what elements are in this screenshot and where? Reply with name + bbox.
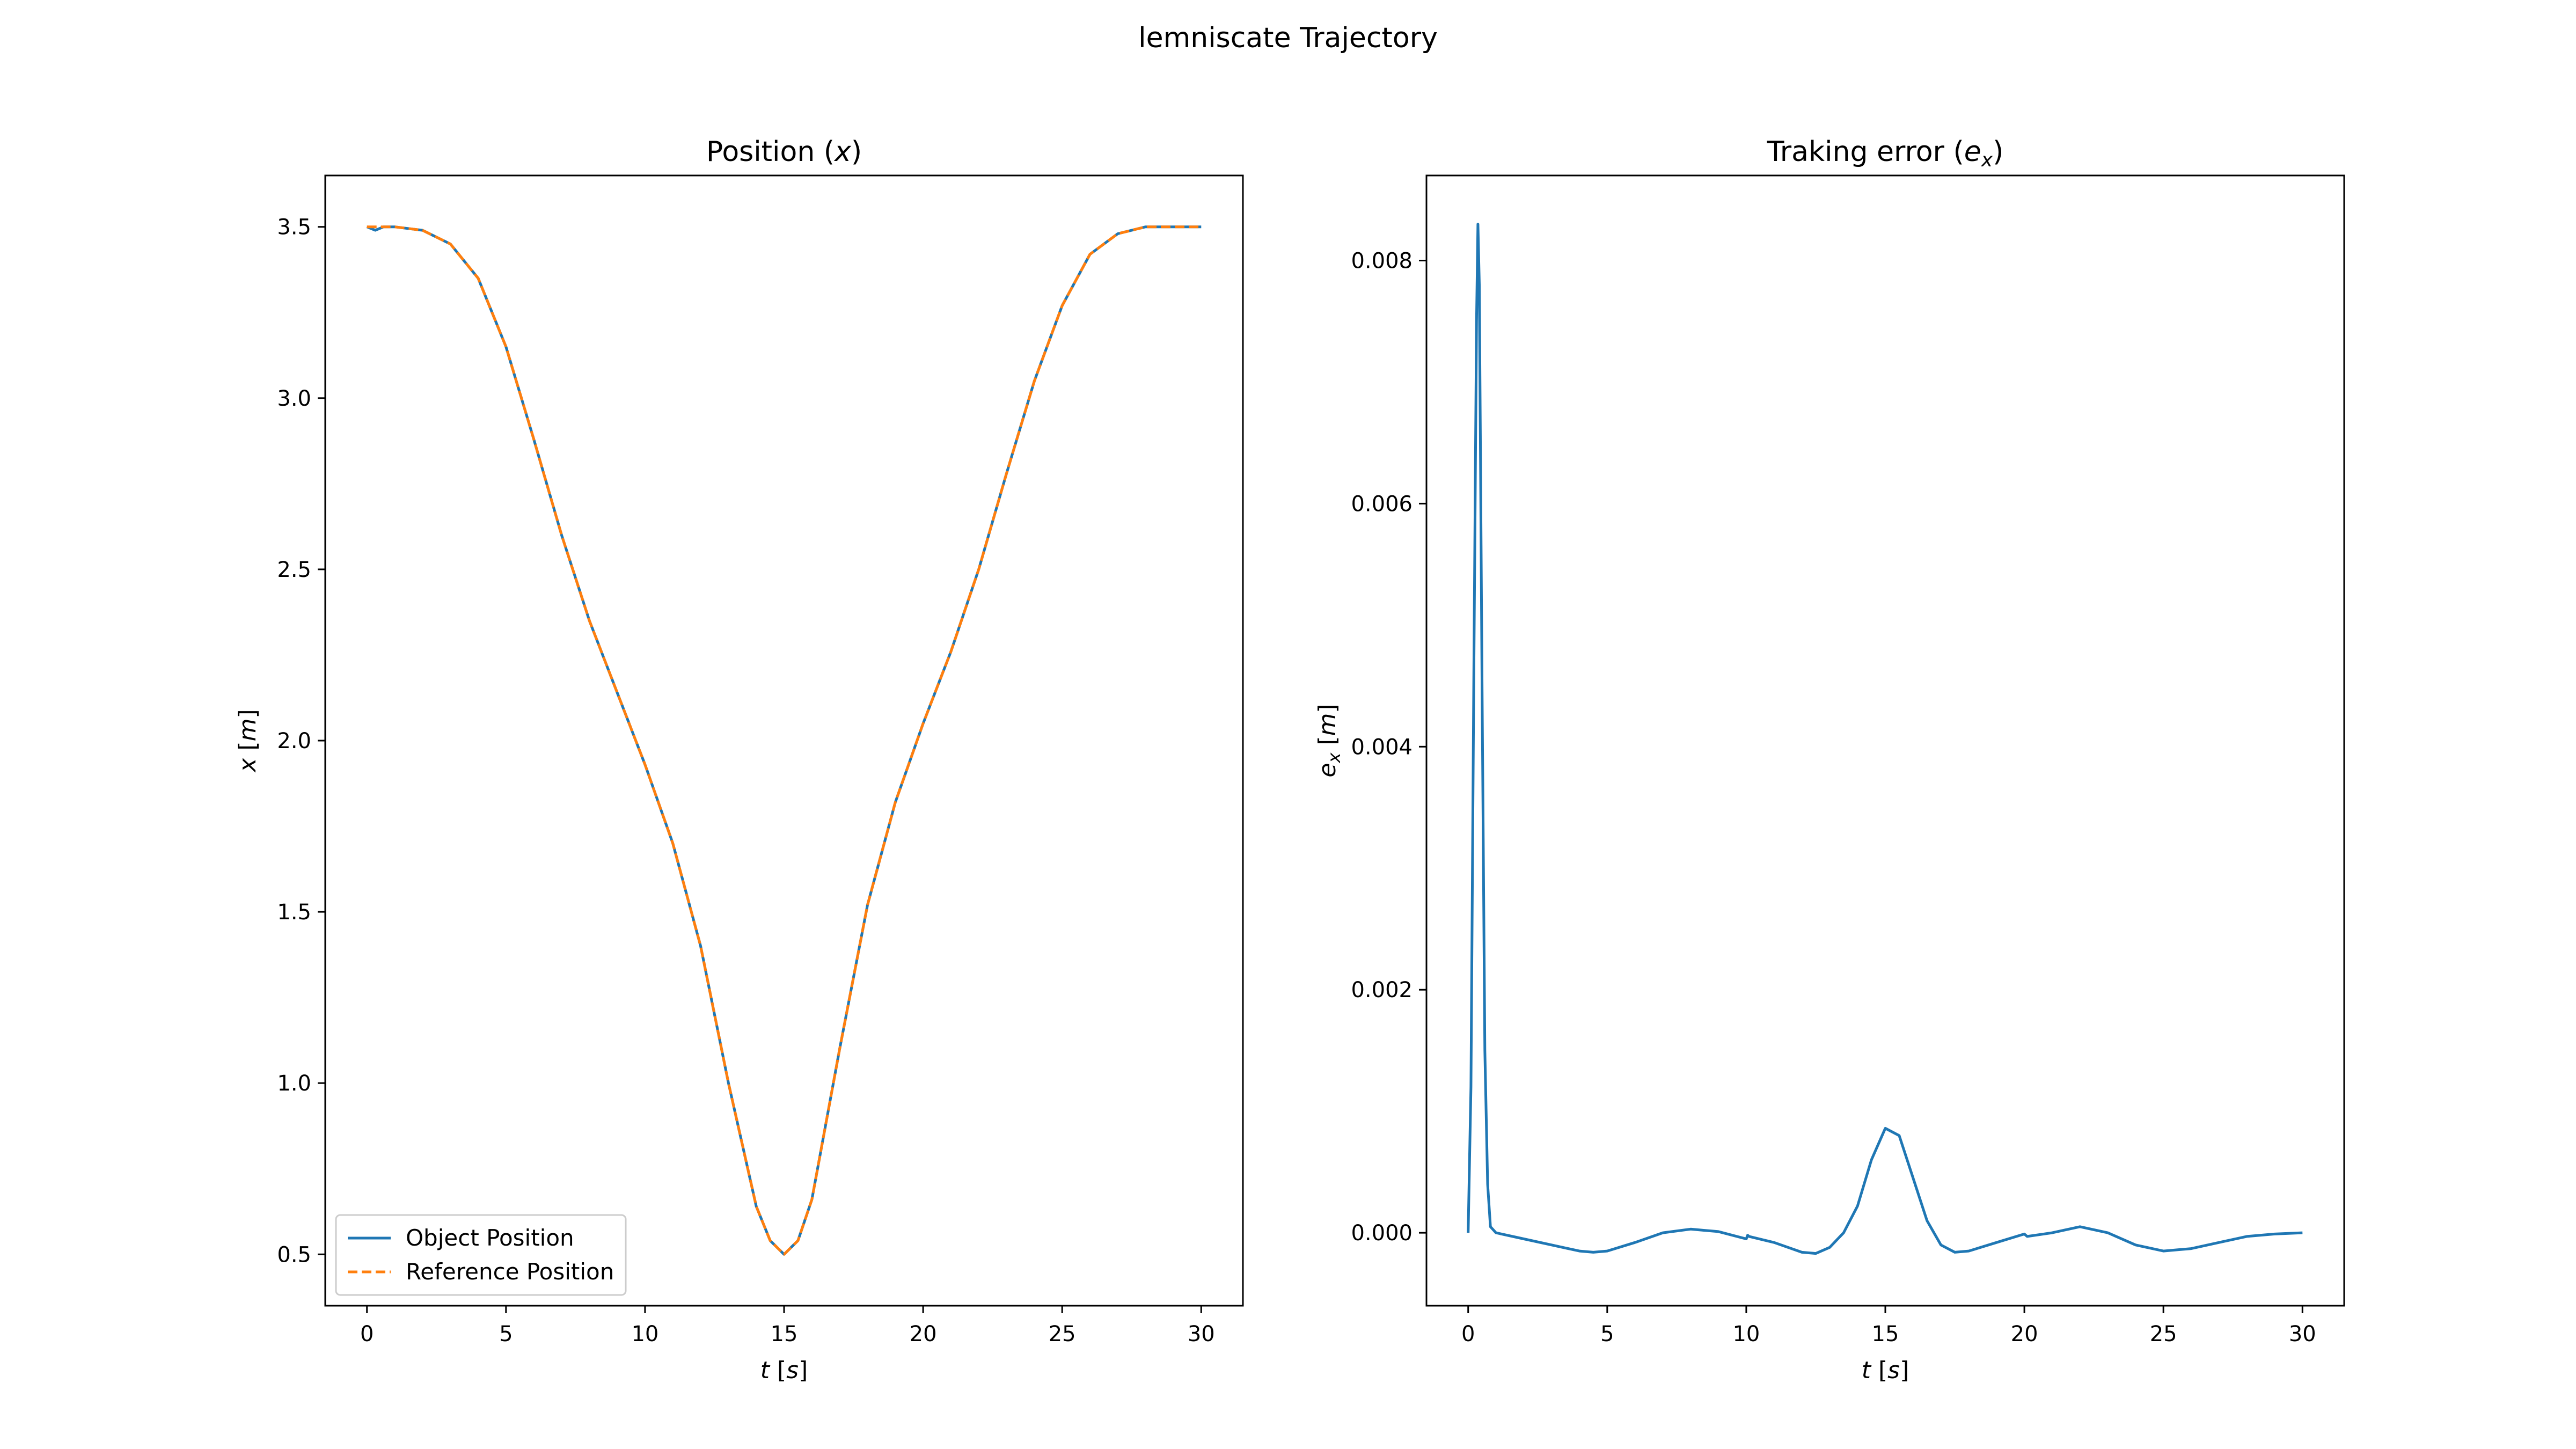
error-y-ticks: 0.000 0.002 0.004 0.006 0.008 <box>1351 249 1426 1246</box>
error-axes: 0 5 10 15 20 25 30 0.000 0.002 0.004 0.006 0.008 T… <box>1314 136 2345 1384</box>
position-x-tick-label: 30 <box>1188 1322 1215 1346</box>
position-title: Position (x) <box>706 136 862 168</box>
error-title: Traking error (ex) <box>1767 136 2004 171</box>
error-x-tick-label: 5 <box>1600 1322 1614 1346</box>
position-legend: Object Position Reference Position <box>335 1214 627 1296</box>
error-lines <box>1467 223 2303 1255</box>
position-y-tick-label: 2.0 <box>277 729 311 753</box>
position-y-label: x [m] <box>234 709 261 773</box>
error-y-tick-label: 0.006 <box>1351 492 1413 516</box>
error-series-line-0 <box>1467 223 2303 1255</box>
error-x-tick-label: 10 <box>1732 1322 1760 1346</box>
position-x-tick-label: 20 <box>910 1322 937 1346</box>
position-x-ticks: 0 5 10 15 20 25 30 <box>360 1306 1215 1346</box>
position-series-line-1 <box>367 225 1202 1256</box>
position-x-tick-label: 5 <box>499 1322 513 1346</box>
position-x-tick-label: 0 <box>360 1322 374 1346</box>
error-x-tick-label: 30 <box>2289 1322 2316 1346</box>
position-x-tick-label: 25 <box>1049 1322 1076 1346</box>
position-x-tick-label: 10 <box>631 1322 658 1346</box>
position-y-tick-label: 1.5 <box>277 900 311 925</box>
error-x-tick-label: 15 <box>1872 1322 1899 1346</box>
error-x-tick-label: 25 <box>2150 1322 2177 1346</box>
legend-box <box>335 1214 627 1296</box>
legend-label-0: Object Position <box>406 1225 574 1251</box>
position-x-label: t [s] <box>760 1357 808 1384</box>
position-y-tick-label: 2.5 <box>277 558 311 582</box>
position-y-tick-label: 3.5 <box>277 215 311 240</box>
error-x-label: t [s] <box>1862 1357 1909 1384</box>
legend-label-1: Reference Position <box>406 1258 614 1285</box>
error-y-label: ex [m] <box>1314 704 1344 777</box>
error-y-tick-label: 0.008 <box>1351 249 1413 274</box>
position-y-tick-label: 1.0 <box>277 1071 311 1096</box>
position-axes: 0 5 10 15 20 25 30 0.5 1.0 1.5 2.0 2.5 3.0 3.5 Posit… <box>234 136 1244 1384</box>
position-x-tick-label: 15 <box>771 1322 798 1346</box>
error-y-tick-label: 0.000 <box>1351 1221 1413 1246</box>
error-y-tick-label: 0.004 <box>1351 735 1413 759</box>
figure-title: lemniscate Trajectory <box>1138 22 1438 54</box>
position-y-tick-label: 3.0 <box>277 386 311 411</box>
error-x-tick-label: 20 <box>2011 1322 2038 1346</box>
error-x-ticks: 0 5 10 15 20 25 30 <box>1461 1306 2316 1346</box>
position-y-ticks: 0.5 1.0 1.5 2.0 2.5 3.0 3.5 <box>277 215 325 1267</box>
position-lines <box>366 225 1202 1256</box>
position-y-tick-label: 0.5 <box>277 1242 311 1267</box>
error-x-tick-label: 0 <box>1461 1322 1475 1346</box>
error-y-tick-label: 0.002 <box>1351 978 1413 1002</box>
